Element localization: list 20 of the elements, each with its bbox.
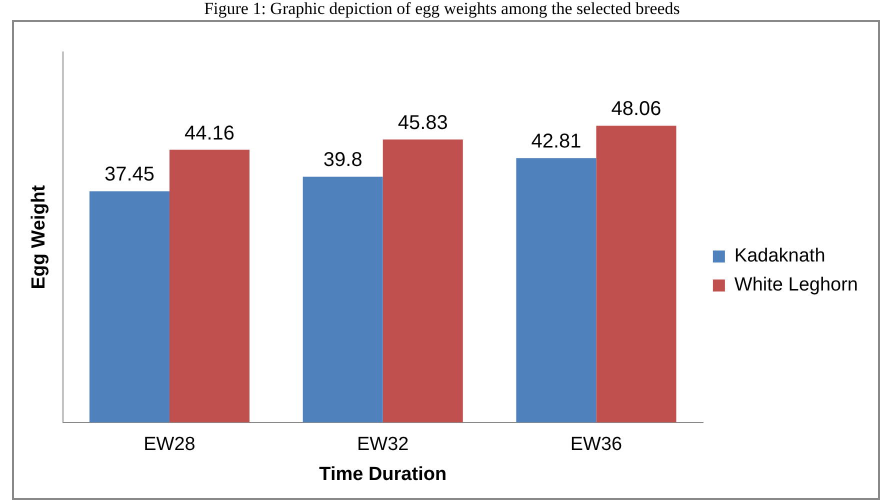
data-label: 45.83	[398, 112, 448, 134]
legend-label: Kadaknath	[734, 246, 826, 267]
chart-title: Figure 1: Graphic depiction of egg weights among the selected breeds	[203, 0, 681, 18]
x-tick-label: EW36	[570, 434, 622, 456]
data-label: 42.81	[531, 130, 582, 153]
bar	[596, 126, 676, 422]
data-label: 37.45	[104, 164, 155, 186]
bar	[302, 176, 383, 422]
x-tick-label: EW28	[144, 434, 196, 456]
legend-label: White Leghorn	[734, 274, 858, 296]
bar	[516, 158, 596, 422]
bar	[169, 150, 250, 422]
x-tick-label: EW32	[356, 434, 409, 456]
bar	[89, 191, 170, 422]
data-label: 48.06	[611, 98, 662, 120]
y-axis-title: Egg Weight	[28, 184, 50, 290]
x-axis-title: Time Duration	[319, 464, 447, 485]
bar	[382, 139, 463, 422]
data-label: 44.16	[184, 122, 235, 144]
data-label: 39.8	[323, 149, 362, 172]
